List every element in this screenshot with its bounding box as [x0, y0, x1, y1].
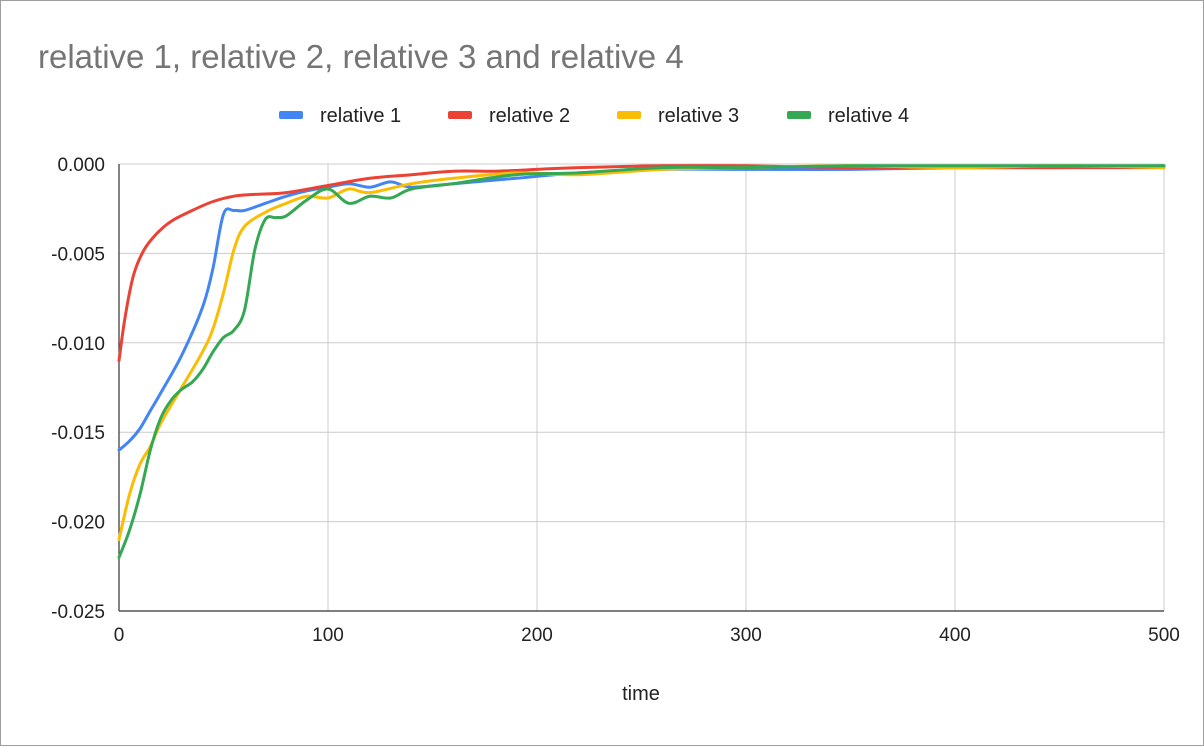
series-lines [117, 164, 1166, 559]
y-tick-label: -0.025 [51, 602, 105, 623]
legend-label-2: relative 2 [489, 105, 570, 127]
x-tick-label: 0 [114, 625, 125, 646]
series-line-4 [117, 164, 1166, 559]
legend-swatch-1 [279, 111, 303, 119]
y-tick-label: 0.000 [57, 155, 105, 176]
y-tick-label: -0.015 [51, 423, 105, 444]
grid [118, 163, 1165, 612]
series-line-2 [117, 164, 1166, 363]
y-axis: 0.000 -0.005 -0.010 -0.015 -0.020 -0.025 [51, 155, 105, 623]
legend-swatch-4 [787, 111, 811, 119]
legend-swatch-2 [448, 111, 472, 119]
legend-label-1: relative 1 [320, 105, 401, 127]
x-tick-label: 400 [939, 625, 971, 646]
x-tick-label: 300 [730, 625, 762, 646]
chart-title: relative 1, relative 2, relative 3 and r… [38, 38, 684, 75]
series-line-3 [117, 164, 1166, 541]
x-axis: 0 100 200 300 400 500 [114, 625, 1180, 646]
y-tick-label: -0.010 [51, 334, 105, 355]
legend: relative 1 relative 2 relative 3 relative 4 [279, 105, 909, 127]
x-tick-label: 200 [521, 625, 553, 646]
x-tick-label: 500 [1148, 625, 1180, 646]
legend-swatch-3 [617, 111, 641, 119]
x-axis-label: time [622, 683, 660, 705]
legend-label-3: relative 3 [658, 105, 739, 127]
series-line-1 [117, 164, 1166, 452]
y-tick-label: -0.005 [51, 244, 105, 265]
x-tick-label: 100 [312, 625, 344, 646]
legend-label-4: relative 4 [828, 105, 909, 127]
y-tick-label: -0.020 [51, 513, 105, 534]
